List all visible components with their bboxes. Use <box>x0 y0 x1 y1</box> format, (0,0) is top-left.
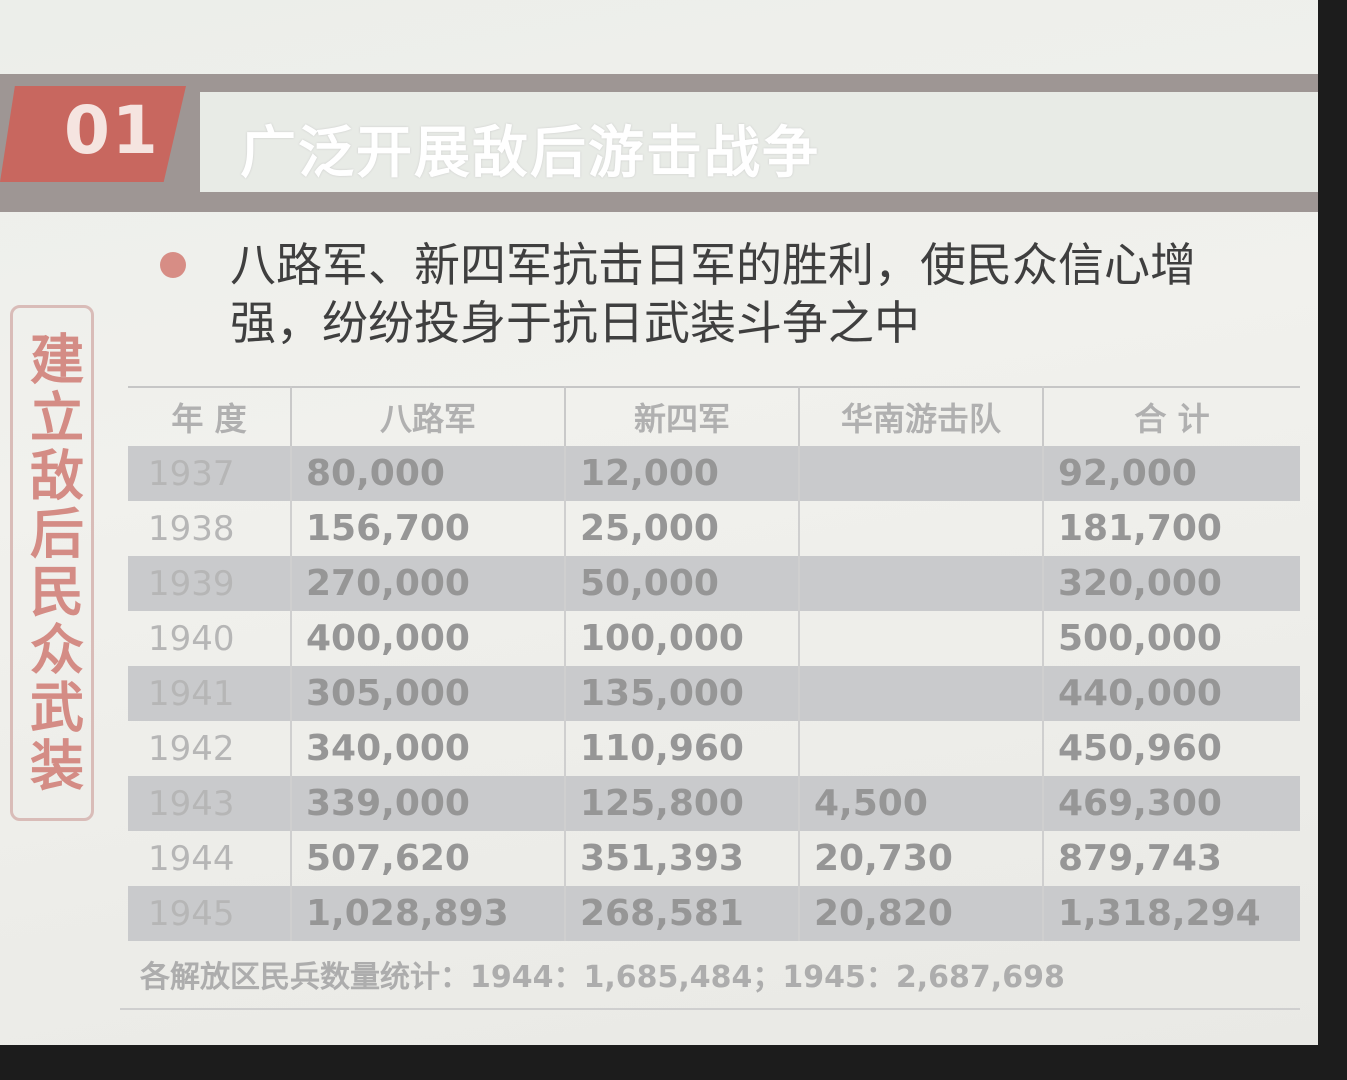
table-cell-total: 92,000 <box>1043 446 1300 501</box>
table-cell-xinsijun: 135,000 <box>565 666 800 721</box>
table-cell-year: 1945 <box>128 886 292 941</box>
table-row: 1937 80,000 12,000 92,000 <box>128 446 1300 501</box>
table-cell-xinsijun: 125,800 <box>565 776 800 831</box>
statistics-table-wrap: 年 度 八路军 新四军 华南游击队 合 计 1937 80,000 12,000 92… <box>128 386 1300 941</box>
title-bar-inner <box>200 92 1318 192</box>
slide-title: 广泛开展敌后游击战争 <box>240 121 820 186</box>
table-cell-xinsijun: 25,000 <box>565 501 800 556</box>
table-cell-year: 1937 <box>128 446 292 501</box>
table-cell-xinsijun: 100,000 <box>565 611 800 666</box>
table-cell-year: 1938 <box>128 501 292 556</box>
side-label-box: 建立敌后民众武装 <box>10 305 94 821</box>
table-cell-xinsijun: 351,393 <box>565 831 800 886</box>
header-balujun: 八路军 <box>291 386 566 446</box>
table-cell-huanan <box>799 501 1044 556</box>
section-number: 01 <box>64 92 160 169</box>
table-cell-total: 181,700 <box>1058 508 1222 549</box>
table-cell-total: 879,743 <box>1058 838 1222 879</box>
table-cell-balujun: 80,000 <box>291 446 566 501</box>
table-row: 1938 156,700 25,000 181,700 <box>128 501 1300 556</box>
header-total: 合 计 <box>1043 386 1300 446</box>
table-cell-xinsijun: 268,581 <box>565 886 800 941</box>
table-cell-balujun: 339,000 <box>291 776 566 831</box>
header-year: 年 度 <box>128 386 292 446</box>
table-cell-huanan <box>799 611 1044 666</box>
table-cell-balujun: 156,700 <box>291 501 566 556</box>
table-cell-balujun: 507,620 <box>291 831 566 886</box>
table-cell-total: 440,000 <box>1043 666 1300 721</box>
table-cell-year: 1944 <box>128 831 292 886</box>
table-cell-balujun: 270,000 <box>291 556 566 611</box>
table-cell-balujun: 1,028,893 <box>291 886 566 941</box>
table-cell-xinsijun: 110,960 <box>565 721 800 776</box>
table-row: 1945 1,028,893 268,581 20,820 1,318,294 <box>128 886 1300 941</box>
table-header-row: 年 度 八路军 新四军 华南游击队 合 计 <box>128 386 1300 446</box>
table-cell-year: 1939 <box>128 556 292 611</box>
bullet-dot-icon <box>160 252 186 278</box>
bullet-text: 八路军、新四军抗击日军的胜利，使民众信心增强，纷纷投身于抗日武装斗争之中 <box>230 238 1196 350</box>
table-row: 1942 340,000 110,960 450,960 <box>128 721 1300 776</box>
table-row: 1940 400,000 100,000 500,000 <box>128 611 1300 666</box>
table-cell-huanan: 20,730 <box>799 831 1044 886</box>
table-cell-year: 1941 <box>128 666 292 721</box>
table-row: 1943 339,000 125,800 4,500 469,300 <box>128 776 1300 831</box>
footnote: 各解放区民兵数量统计：1944：1,685,484；1945：2,687,698 <box>140 960 1065 995</box>
table-cell-huanan: 20,820 <box>799 886 1044 941</box>
table-body: 1937 80,000 12,000 92,000 1938 156,700 25,000 1… <box>128 446 1300 941</box>
table-cell-huanan: 4,500 <box>799 776 1044 831</box>
table-cell-year: 1942 <box>128 721 292 776</box>
slide: 01 广泛开展敌后游击战争 建立敌后民众武装 八路军、新四军抗击日军的胜利，使民… <box>0 0 1318 1045</box>
footer-divider <box>120 1008 1300 1010</box>
table-cell-xinsijun: 12,000 <box>565 446 800 501</box>
table-cell-balujun: 340,000 <box>291 721 566 776</box>
section-number-block <box>0 86 186 182</box>
header-huanan: 华南游击队 <box>799 386 1044 446</box>
table-cell-balujun: 400,000 <box>291 611 566 666</box>
table-cell-year: 1940 <box>128 611 292 666</box>
title-bar <box>0 74 1318 212</box>
table-row: 1941 305,000 135,000 440,000 <box>128 666 1300 721</box>
table-row: 1939 270,000 50,000 320,000 <box>128 556 1300 611</box>
table-cell-balujun: 305,000 <box>291 666 566 721</box>
table-cell-huanan <box>799 666 1044 721</box>
table-cell-huanan <box>799 721 1044 776</box>
header-xinsijun: 新四军 <box>565 386 800 446</box>
table-cell-total: 1,318,294 <box>1043 886 1300 941</box>
table-cell-total: 320,000 <box>1043 556 1300 611</box>
table-cell-total: 500,000 <box>1058 618 1222 659</box>
table-cell-huanan <box>799 446 1044 501</box>
table-cell-huanan <box>799 556 1044 611</box>
table-cell-total: 469,300 <box>1043 776 1300 831</box>
table-cell-xinsijun: 50,000 <box>565 556 800 611</box>
table-row: 1944 507,620 351,393 20,730 879,743 <box>128 831 1300 886</box>
table-cell-total: 450,960 <box>1058 728 1222 769</box>
statistics-table: 年 度 八路军 新四军 华南游击队 合 计 1937 80,000 12,000 92… <box>128 386 1300 941</box>
table-cell-year: 1943 <box>128 776 292 831</box>
side-label-text: 建立敌后民众武装 <box>20 331 84 795</box>
